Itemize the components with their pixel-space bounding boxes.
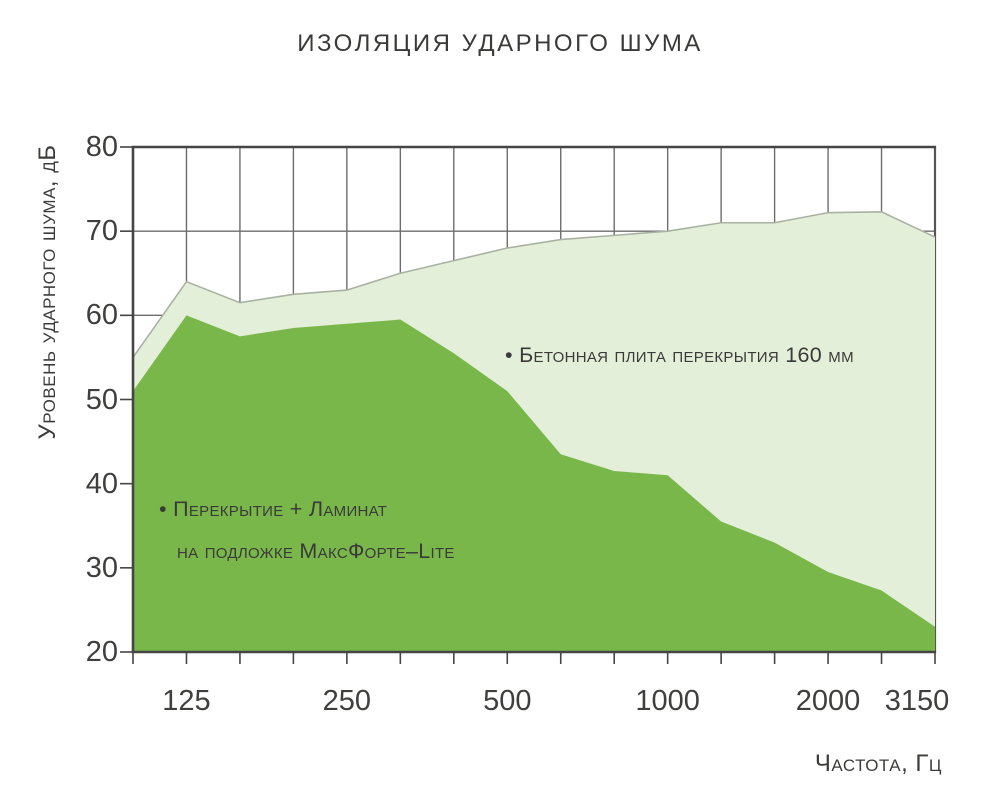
y-tick-label-60: 60 [85, 299, 118, 332]
annotation-concrete-slab: • Бетонная плита перекрытия 160 мм [505, 343, 854, 367]
x-tick-label-500: 500 [483, 685, 532, 717]
y-tick-label-80: 80 [85, 131, 118, 163]
y-tick-label-40: 40 [85, 467, 118, 500]
y-tick-label-20: 20 [85, 636, 118, 668]
chart-title: ИЗОЛЯЦИЯ УДАРНОГО ШУМА [297, 30, 703, 57]
x-tick-label-250: 250 [322, 685, 372, 717]
x-tick-label-1000: 1000 [635, 685, 700, 717]
y-tick-label-70: 70 [85, 215, 118, 248]
y-tick-label-30: 30 [85, 551, 118, 584]
annotation-maxforte-line-2: на подложке МаксФорте–Lite [177, 539, 455, 563]
tick-marks [120, 146, 936, 664]
annotation-maxforte-line-1: • Перекрытие + Ламинат [159, 497, 388, 521]
x-axis-title: Частота, Гц [814, 750, 942, 777]
x-tick-label-125: 125 [162, 685, 211, 717]
series-line-concrete-slab [132, 211, 936, 358]
x-tick-label-2000: 2000 [795, 685, 861, 717]
x-tick-label-3150: 3150 [884, 685, 950, 717]
y-tick-label-50: 50 [85, 383, 118, 416]
series-area-maxforte [133, 315, 935, 652]
